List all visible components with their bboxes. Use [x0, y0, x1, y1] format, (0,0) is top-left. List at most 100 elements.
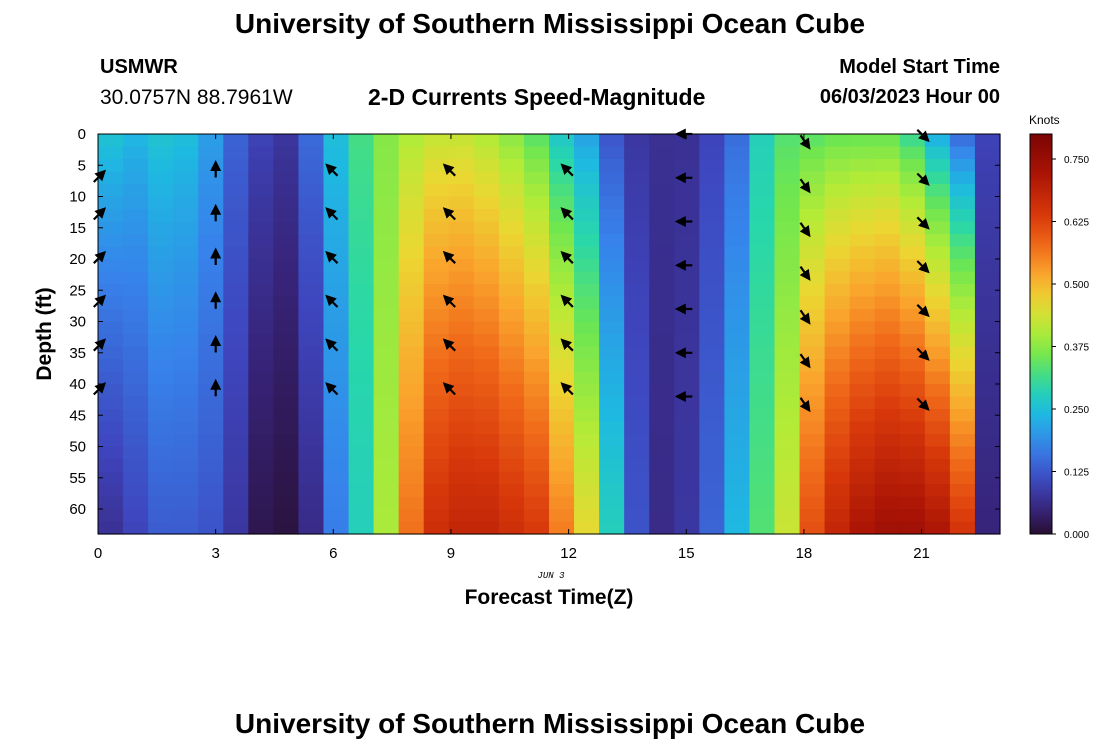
current-arrow — [560, 382, 574, 396]
heatmap-cell — [523, 496, 550, 510]
heatmap-cell — [724, 434, 751, 448]
heatmap-cell — [198, 296, 224, 310]
heatmap-cell — [649, 484, 675, 498]
heatmap-cell — [323, 196, 350, 210]
heatmap-cell — [749, 284, 776, 298]
heatmap-cell — [398, 271, 425, 285]
heatmap-cell — [273, 234, 300, 248]
heatmap-cell — [523, 259, 550, 273]
heatmap-cell — [523, 334, 550, 348]
heatmap-cell — [874, 359, 901, 373]
heatmap-cell — [423, 471, 450, 485]
current-arrow — [560, 294, 574, 308]
heatmap-cell — [423, 346, 450, 360]
heatmap-cell — [724, 484, 751, 498]
heatmap-cell — [473, 446, 500, 460]
heatmap-cell — [924, 321, 951, 335]
heatmap-cell — [724, 509, 751, 523]
heatmap-cell — [298, 421, 325, 435]
heatmap-cell — [273, 471, 300, 485]
heatmap-cell — [949, 334, 976, 348]
heatmap-cell — [523, 371, 550, 385]
heatmap-cell — [273, 484, 300, 498]
heatmap-cell — [974, 159, 1001, 173]
heatmap-cell — [824, 396, 851, 410]
heatmap-cell — [724, 146, 751, 160]
heatmap-cell — [98, 259, 124, 273]
heatmap-cell — [223, 184, 249, 198]
heatmap-cell — [298, 321, 325, 335]
heatmap-cell — [273, 296, 300, 310]
heatmap-cell — [949, 309, 976, 323]
heatmap-cell — [874, 371, 901, 385]
heatmap-cell — [323, 484, 350, 498]
heatmap-cell — [624, 146, 650, 160]
heatmap-cell — [774, 196, 801, 210]
heatmap-cell — [824, 359, 851, 373]
heatmap-cell — [423, 309, 450, 323]
x-tick-label: 9 — [447, 545, 455, 562]
heatmap-cell — [498, 196, 525, 210]
current-arrow — [916, 304, 930, 318]
heatmap-cell — [699, 234, 725, 248]
heatmap-cell — [123, 309, 149, 323]
heatmap-cell — [223, 246, 249, 260]
heatmap-cell — [273, 209, 300, 223]
heatmap-cell — [974, 246, 1001, 260]
heatmap-cell — [799, 246, 826, 260]
heatmap-cell — [699, 509, 725, 523]
heatmap-cell — [273, 146, 300, 160]
heatmap-cell — [123, 259, 149, 273]
current-arrow — [325, 163, 339, 177]
heatmap-cell — [273, 409, 300, 423]
x-tick-label: 21 — [913, 545, 930, 562]
heatmap-cell — [824, 484, 851, 498]
current-arrow — [442, 207, 456, 221]
heatmap-cell — [123, 446, 149, 460]
current-arrow — [325, 382, 339, 396]
heatmap-cell — [248, 296, 274, 310]
heatmap-cell — [574, 221, 600, 235]
heatmap-cell — [473, 434, 500, 448]
heatmap-cell — [173, 221, 199, 235]
heatmap-cell — [549, 196, 575, 210]
heatmap-cell — [899, 284, 926, 298]
current-arrow — [442, 250, 456, 264]
y-tick-label: 15 — [69, 220, 86, 237]
heatmap-cell — [323, 496, 350, 510]
heatmap-cell — [223, 459, 249, 473]
heatmap-cell — [774, 446, 801, 460]
heatmap-cell — [448, 334, 475, 348]
heatmap-cell — [949, 371, 976, 385]
heatmap-cell — [799, 496, 826, 510]
heatmap-cell — [899, 309, 926, 323]
heatmap-cell — [373, 184, 400, 198]
heatmap-cell — [498, 221, 525, 235]
heatmap-cell — [223, 484, 249, 498]
heatmap-cell — [674, 296, 700, 310]
heatmap-cell — [423, 234, 450, 248]
heatmap-cell — [974, 384, 1001, 398]
heatmap-cell — [323, 209, 350, 223]
colorbar-tick-label: 0.750 — [1064, 155, 1089, 166]
colorbar-ticks: 0.000 0.125 0.250 0.375 0.500 0.625 0.750 — [1052, 155, 1089, 541]
heatmap-cell — [398, 396, 425, 410]
heatmap-cell — [674, 134, 700, 148]
heatmap-cell — [674, 421, 700, 435]
heatmap-cell — [523, 396, 550, 410]
heatmap-cell — [148, 271, 174, 285]
heatmap-cell — [774, 234, 801, 248]
heatmap-cell — [599, 134, 625, 148]
heatmap-cell — [599, 359, 625, 373]
heatmap-cell — [398, 471, 425, 485]
heatmap-cell — [699, 296, 725, 310]
heatmap-cell — [273, 384, 300, 398]
heatmap-cell — [248, 221, 274, 235]
heatmap-cell — [949, 284, 976, 298]
heatmap-cell — [949, 509, 976, 523]
heatmap-cell — [148, 446, 174, 460]
heatmap-cell — [674, 384, 700, 398]
heatmap-cell — [398, 346, 425, 360]
heatmap-cell — [649, 259, 675, 273]
heatmap-cell — [448, 309, 475, 323]
